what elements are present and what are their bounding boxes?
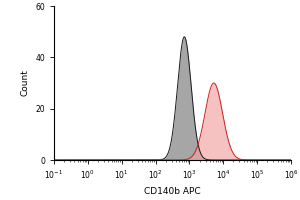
Y-axis label: Count: Count <box>21 70 30 96</box>
X-axis label: CD140b APC: CD140b APC <box>144 187 201 196</box>
